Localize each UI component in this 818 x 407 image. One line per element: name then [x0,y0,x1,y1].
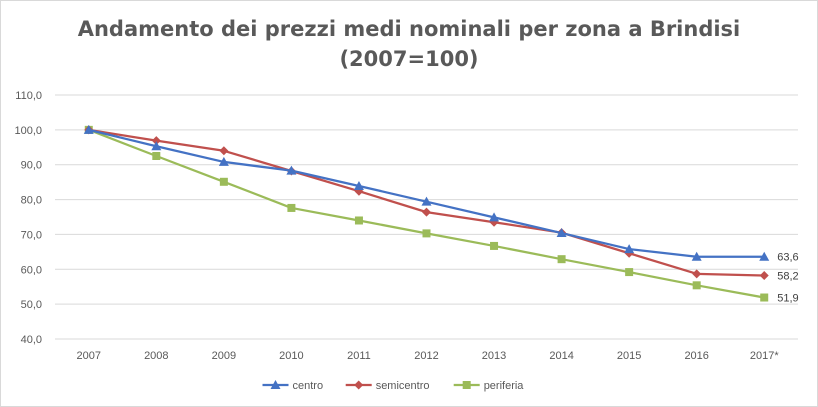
data-point-periferia [625,268,634,277]
legend-marker [462,381,471,389]
end-value-label-periferia: 51,9 [777,293,798,305]
data-point-periferia [354,216,363,225]
legend: centro semicentro periferia [262,380,525,392]
legend-label: centro [293,380,324,392]
legend-item-periferia: periferia [453,380,525,392]
legend-marker [270,380,281,389]
data-point-centro [83,124,94,134]
data-point-centro [353,180,364,190]
data-point-centro [556,228,567,238]
data-point-centro [759,251,770,261]
y-tick-label: 90,0 [21,160,42,172]
y-axis-tick-labels: 40,0 50,0 60,0 70,0 80,0 90,0 100,0 110,0 [14,90,42,346]
data-point-semicentro [759,271,769,281]
data-point-periferia [760,293,769,302]
x-tick-label: 2015 [617,350,641,362]
y-tick-label: 100,0 [14,125,42,137]
y-tick-label: 40,0 [21,334,42,346]
data-point-centro [624,244,635,254]
chart-title: Andamento dei prezzi medi nominali per z… [0,14,818,74]
series-centro [83,124,770,261]
data-point-periferia [557,255,566,264]
y-tick-label: 60,0 [21,264,42,276]
x-tick-label: 2007 [77,350,101,362]
series-layer [83,124,770,302]
data-point-semicentro [692,269,702,279]
x-tick-label: 2012 [414,350,438,362]
data-point-centro [691,251,702,261]
x-axis-tick-labels: 2007 2008 2009 2010 2011 2012 2013 2014 2015 2016… [77,350,780,362]
data-point-centro [286,165,297,175]
legend-item-semicentro: semicentro [345,380,430,392]
data-point-centro [489,212,500,222]
series-periferia [84,125,769,302]
data-point-periferia [490,241,499,250]
legend-label: semicentro [376,380,430,392]
x-tick-label: 2009 [212,350,236,362]
chart-title-line-2: (2007=100) [339,47,479,71]
x-tick-label: 2016 [684,350,708,362]
data-point-centro [421,196,432,206]
data-point-periferia [692,281,701,290]
gridlines [55,94,798,340]
data-point-periferia [422,229,431,238]
x-tick-label: 2010 [279,350,303,362]
y-tick-label: 70,0 [21,229,42,241]
y-tick-label: 110,0 [15,90,42,102]
end-value-labels: 63,6 58,2 51,9 [777,252,798,305]
data-point-periferia [219,177,228,186]
legend-item-centro: centro [262,380,324,392]
data-point-periferia [152,152,161,160]
data-point-semicentro [422,207,431,217]
data-point-periferia [287,203,296,212]
data-point-semicentro [219,146,229,156]
data-point-semicentro [151,136,161,146]
legend-marker [354,380,364,390]
end-value-label-semicentro: 58,2 [777,271,798,283]
x-tick-label: 2011 [347,350,371,362]
legend-label: periferia [484,380,525,392]
data-point-centro [151,141,162,151]
series-line-centro [88,128,765,258]
y-tick-label: 80,0 [21,195,42,207]
y-tick-label: 50,0 [21,299,42,311]
x-tick-label: 2008 [144,350,168,362]
data-point-centro [218,156,229,166]
x-tick-label: 2017* [750,350,779,362]
chart-title-line-1: Andamento dei prezzi medi nominali per z… [77,17,741,41]
x-tick-label: 2014 [549,350,573,362]
x-tick-label: 2013 [482,350,506,362]
end-value-label-centro: 63,6 [777,252,798,264]
